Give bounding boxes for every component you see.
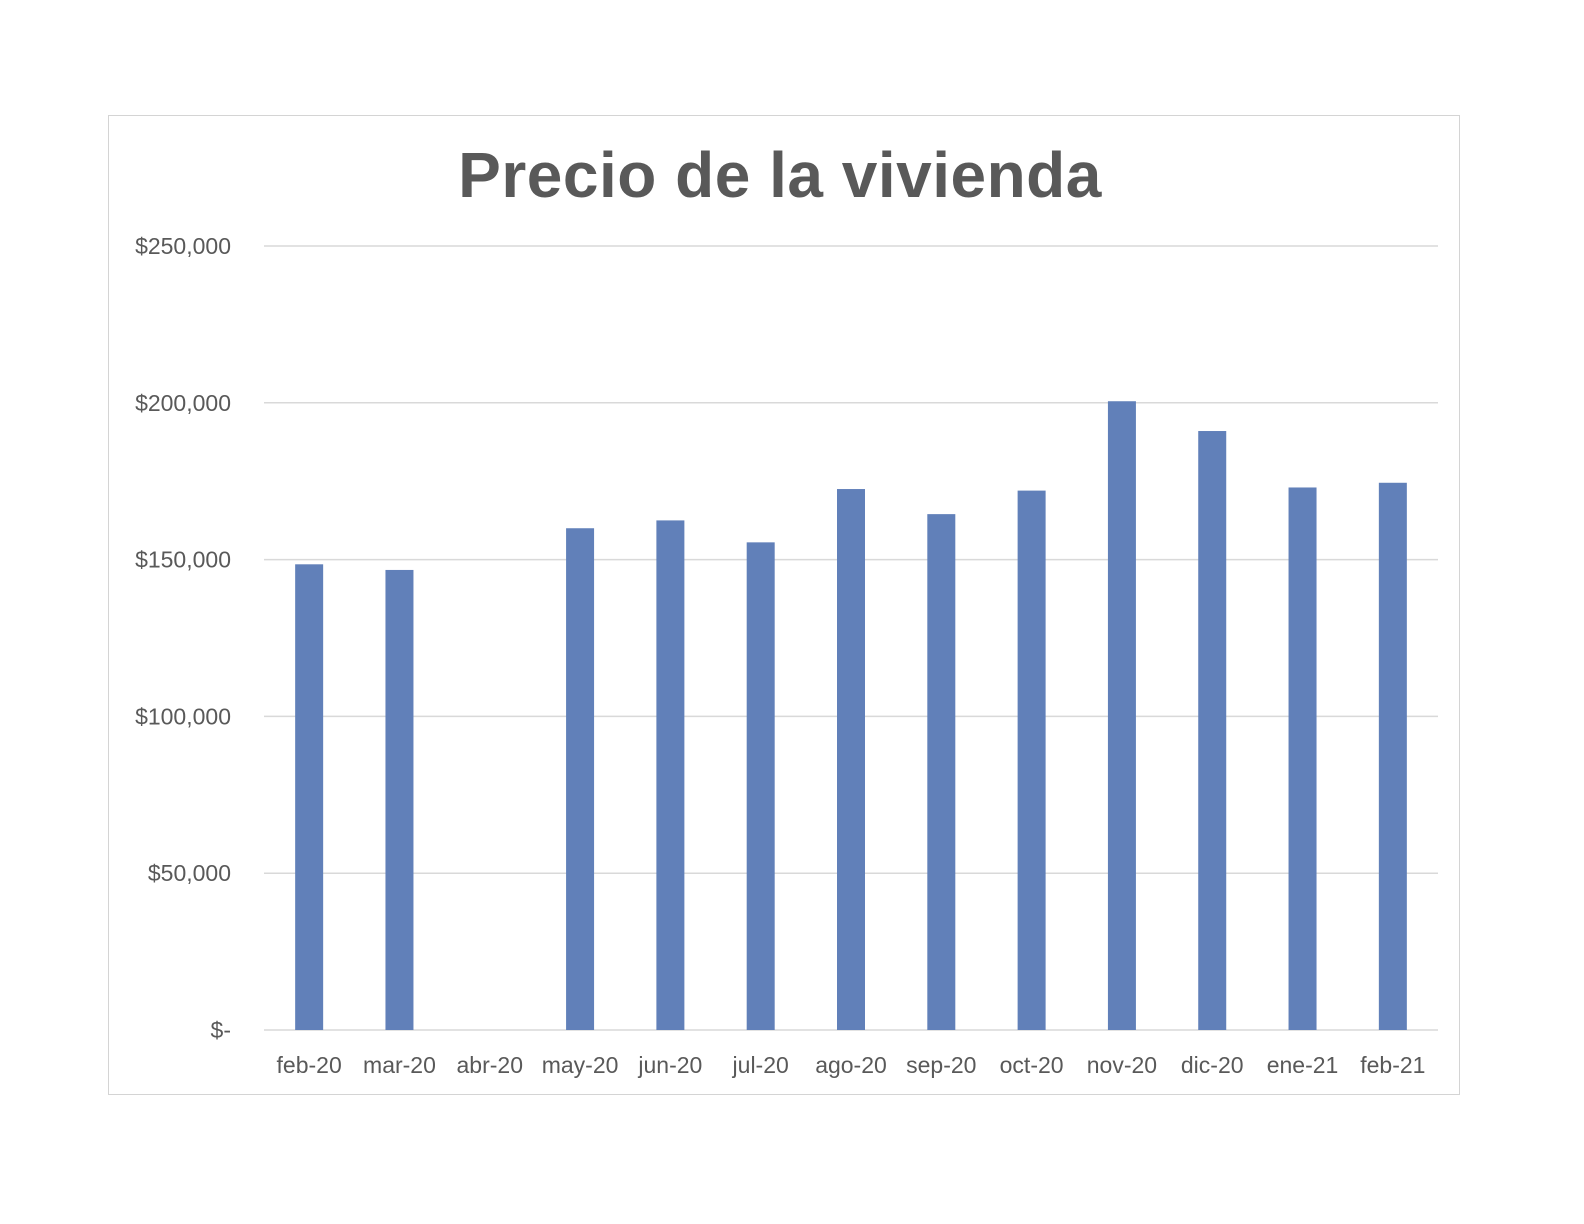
bar-jul-20 [746,542,775,1030]
y-tick-label: $200,000 [135,390,231,416]
bar-dic-20 [1198,431,1227,1030]
chart-frame [108,115,1460,1095]
y-tick-label: $100,000 [135,703,231,729]
bar-jun-20 [656,520,685,1030]
bar-nov-20 [1107,401,1136,1030]
bar-ago-20 [837,489,865,1030]
y-axis-ticks: $- $50,000 $100,000 $150,000 $200,000 $250,00… [135,233,231,1043]
x-tick-label: ene-21 [1267,1052,1339,1078]
x-tick-label: dic-20 [1181,1052,1244,1078]
bar-may-20 [566,528,595,1030]
y-tick-label: $250,000 [135,233,231,259]
x-tick-label: oct-20 [1000,1052,1064,1078]
y-tick-label: $- [211,1017,231,1043]
x-tick-label: feb-20 [277,1052,342,1078]
bar-ene-21 [1288,487,1317,1030]
bar-oct-20 [1017,490,1046,1030]
bars [295,401,1407,1030]
bar-sep-20 [927,514,956,1030]
x-tick-label: sep-20 [906,1052,976,1078]
x-tick-label: ago-20 [815,1052,887,1078]
y-tick-label: $150,000 [135,547,231,573]
x-tick-label: jun-20 [637,1052,702,1078]
x-tick-label: mar-20 [363,1052,436,1078]
x-tick-label: may-20 [542,1052,619,1078]
chart-title: Precio de la vivienda [458,139,1102,211]
bar-feb-20 [295,564,324,1030]
x-axis-ticks: feb-20 mar-20 abr-20 may-20 jun-20 jul-20 ago-… [277,1052,1426,1078]
x-tick-label: feb-21 [1360,1052,1425,1078]
bar-feb-21 [1378,482,1407,1030]
y-tick-label: $50,000 [148,860,231,886]
x-tick-label: nov-20 [1087,1052,1157,1078]
bar-mar-20 [385,569,414,1030]
x-tick-label: abr-20 [457,1052,523,1078]
x-tick-label: jul-20 [732,1052,789,1078]
